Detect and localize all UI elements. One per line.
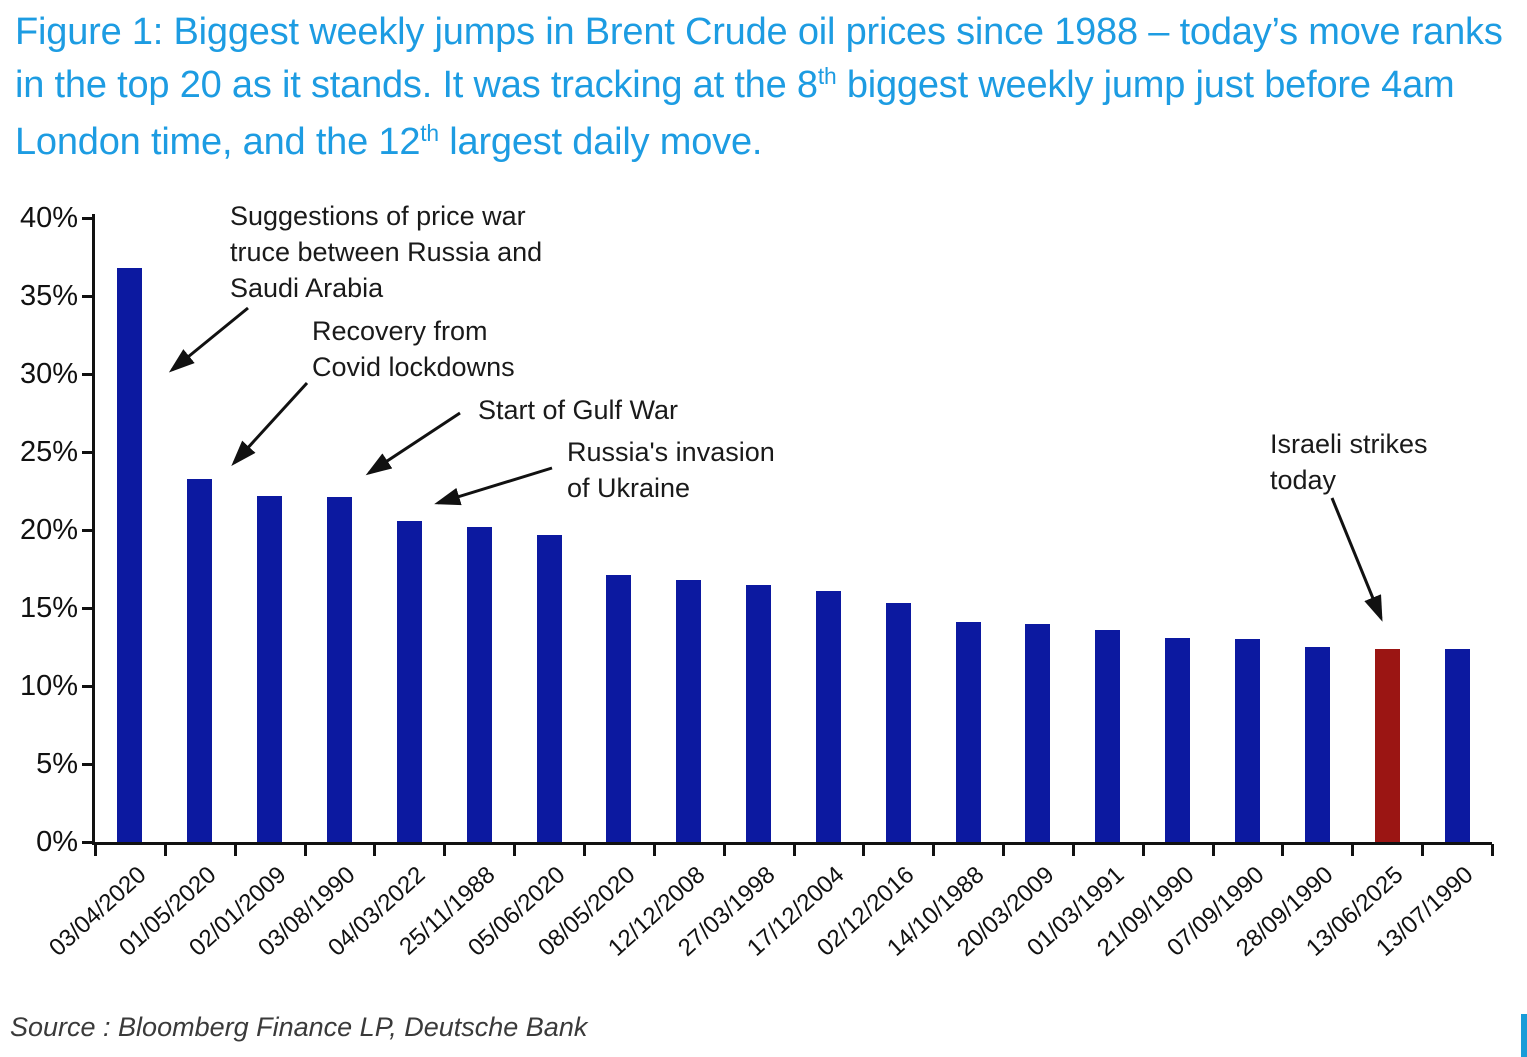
ordinal-superscript: th (420, 120, 439, 147)
y-tick-label: 25% (19, 436, 78, 468)
y-tick-mark (82, 841, 95, 844)
x-tick-mark (932, 844, 936, 856)
x-tick-mark (1421, 844, 1425, 856)
bar (1165, 637, 1191, 842)
bar (885, 603, 911, 842)
figure-title-text: biggest weekly jump just before 4am Lond… (15, 64, 1455, 163)
y-tick-mark (82, 607, 95, 610)
x-tick-mark (1491, 844, 1494, 856)
bar (396, 520, 422, 842)
bar (1025, 623, 1051, 842)
y-tick-mark (82, 217, 95, 220)
annotation-covid-recovery: Recovery from Covid lockdowns (312, 316, 515, 382)
x-tick-mark (582, 844, 586, 856)
bar (466, 526, 492, 842)
y-tick-label: 30% (19, 358, 78, 390)
ordinal-superscript: th (817, 63, 837, 90)
x-tick-mark (1002, 844, 1006, 856)
x-tick-mark (792, 844, 796, 856)
bar (955, 622, 981, 842)
x-tick-mark (1281, 844, 1285, 856)
bar (1444, 648, 1470, 842)
y-tick-mark (82, 373, 95, 376)
bar (606, 575, 632, 842)
y-tick-label: 40% (19, 202, 78, 234)
x-tick-mark (652, 844, 656, 856)
y-tick-mark (82, 685, 95, 688)
bar (117, 267, 143, 842)
y-tick-mark (82, 763, 95, 766)
annotation-israeli-strikes: Israeli strikes today (1270, 429, 1428, 495)
annotation-ukraine-invasion: Russia's invasion of Ukraine (567, 437, 775, 503)
x-tick-mark (862, 844, 866, 856)
x-tick-mark (94, 844, 97, 856)
x-tick-mark (373, 844, 377, 856)
bar (1235, 639, 1261, 842)
y-tick-label: 35% (19, 280, 78, 312)
figure-title: Figure 1: Biggest weekly jumps in Brent … (15, 6, 1515, 173)
x-tick-mark (1351, 844, 1355, 856)
x-tick-mark (1211, 844, 1215, 856)
y-tick-label: 5% (36, 748, 78, 780)
x-tick-mark (233, 844, 237, 856)
y-tick-label: 15% (19, 592, 78, 624)
bar-chart: Figure 1: Biggest weekly jumps in Brent … (10, 6, 1527, 1057)
x-tick-mark (1141, 844, 1145, 856)
y-tick-label: 10% (19, 670, 78, 702)
x-tick-mark (1071, 844, 1075, 856)
x-tick-mark (303, 844, 307, 856)
source-note: Source : Bloomberg Finance LP, Deutsche … (10, 1012, 588, 1042)
annotation-gulf-war: Start of Gulf War (478, 395, 679, 425)
accent-strip (1521, 1014, 1527, 1057)
plot-area (95, 218, 1492, 842)
x-axis-line (92, 842, 1492, 845)
bar (1304, 647, 1330, 842)
y-tick-mark (82, 295, 95, 298)
bar (815, 590, 841, 842)
x-tick-label: 13/07/1990 (1371, 861, 1479, 962)
y-tick-label: 20% (19, 514, 78, 546)
x-tick-mark (513, 844, 517, 856)
y-tick-mark (82, 529, 95, 532)
x-axis-labels: 03/04/2020 01/05/2020 02/01/2009 03/08/1990… (44, 860, 1492, 990)
bar (676, 579, 702, 842)
bar-highlighted (1374, 648, 1400, 842)
figure-title-text: Figure 1: Biggest weekly jumps in Brent … (15, 11, 1503, 106)
bar (257, 495, 283, 842)
y-tick-mark (82, 451, 95, 454)
bar (536, 534, 562, 842)
figure-title-text: largest daily move. (438, 121, 763, 163)
bar (187, 478, 213, 842)
x-tick-mark (443, 844, 447, 856)
bar (746, 584, 772, 842)
bar (1095, 629, 1121, 842)
x-tick-mark (722, 844, 726, 856)
bar (326, 497, 352, 842)
y-tick-label: 0% (36, 826, 78, 858)
x-tick-mark (163, 844, 167, 856)
annotation-price-war-truce: Suggestions of price war truce between R… (230, 201, 543, 303)
